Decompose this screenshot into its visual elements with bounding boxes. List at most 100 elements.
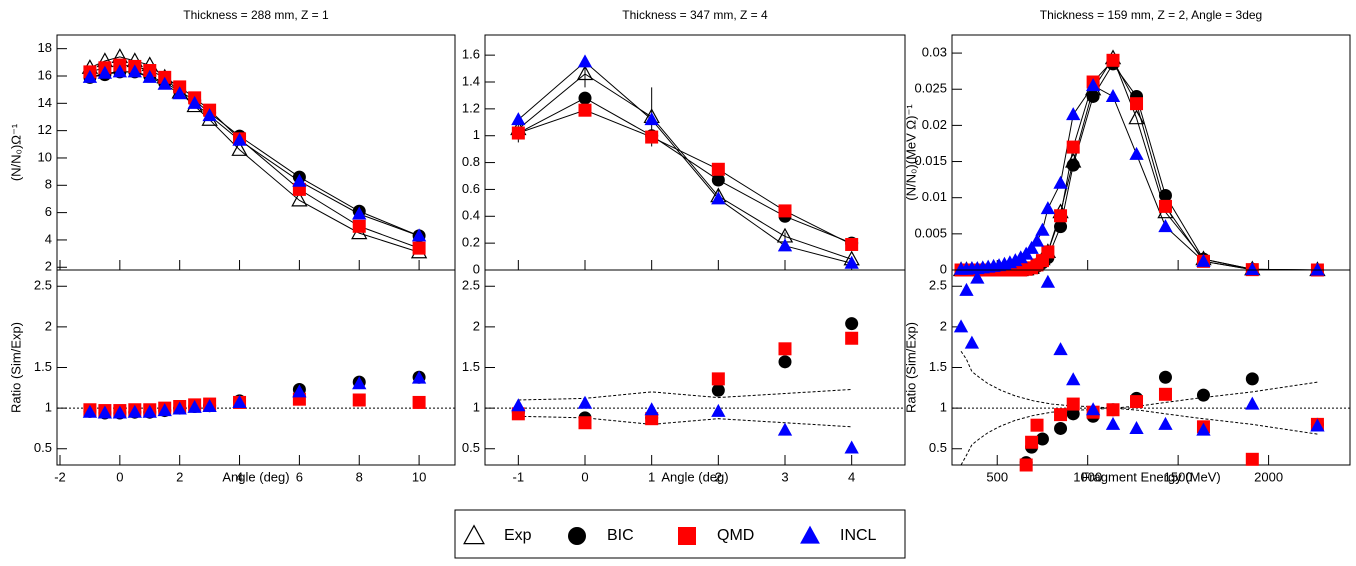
marker [1158, 189, 1172, 203]
plot-frame [951, 269, 1351, 466]
marker [292, 173, 307, 187]
marker [778, 355, 792, 369]
marker [1130, 395, 1144, 409]
marker [142, 69, 157, 83]
marker [845, 331, 859, 345]
marker [231, 141, 248, 156]
y-tick-label: 10 [38, 149, 52, 164]
x-tick-label: 1000 [1073, 469, 1102, 484]
marker [576, 65, 594, 81]
marker [1310, 262, 1325, 276]
marker [411, 370, 427, 384]
y-tick-label: 0.01 [922, 189, 947, 204]
marker [1245, 396, 1260, 410]
legend-marker [463, 524, 485, 545]
marker [777, 422, 793, 436]
marker [1040, 201, 1056, 215]
series-line [89, 71, 420, 237]
marker [202, 399, 217, 413]
plot-frame [484, 34, 906, 271]
series-line [961, 57, 1318, 271]
y-tick-label: 1.5 [34, 359, 52, 374]
marker [1054, 209, 1068, 223]
marker [1105, 416, 1121, 430]
y-tick-label: 2.5 [34, 278, 52, 293]
marker [232, 394, 247, 408]
marker [1054, 421, 1068, 435]
marker [1030, 418, 1044, 432]
marker [959, 282, 974, 296]
series-line [518, 109, 852, 245]
x-axis-label: Angle (deg) [222, 469, 289, 484]
y-tick-label: 0.2 [462, 235, 480, 250]
marker [711, 173, 725, 187]
marker [1035, 432, 1049, 446]
marker [172, 401, 187, 415]
x-axis-label: Angle (deg) [661, 469, 728, 484]
x-tick-label: 1 [648, 469, 655, 484]
y-tick-label: 18 [38, 40, 52, 55]
panel-title: Thickness = 159 mm, Z = 2, Angle = 3deg [1040, 8, 1262, 22]
marker [578, 91, 592, 105]
legend-label: INCL [840, 527, 877, 544]
y-tick-label: 0.025 [914, 81, 947, 96]
marker [1245, 452, 1259, 466]
marker [1196, 388, 1210, 402]
marker [1158, 416, 1173, 430]
y-axis-label: Ratio (Sim/Exp) [8, 322, 23, 413]
marker [291, 191, 308, 207]
marker [157, 76, 172, 90]
marker [97, 65, 113, 79]
y-axis-label: (N/N₀)Ω⁻¹ [8, 123, 23, 181]
plot-frame [951, 34, 1351, 271]
marker [970, 270, 985, 284]
plot-frame [484, 269, 906, 466]
marker [1245, 372, 1259, 386]
marker [127, 404, 142, 418]
marker [411, 228, 427, 242]
y-tick-label: 2 [45, 259, 52, 274]
marker [1106, 403, 1120, 417]
y-axis-label: Ratio (Sim/Exp) [903, 322, 918, 413]
marker [644, 112, 659, 126]
marker [1128, 109, 1145, 125]
series-line [89, 56, 420, 253]
marker [1158, 219, 1173, 233]
marker [232, 132, 247, 146]
x-tick-label: 2 [715, 469, 722, 484]
marker [1105, 88, 1121, 102]
marker [578, 103, 592, 117]
y-tick-label: 1.2 [462, 100, 480, 115]
uncertainty-band [518, 415, 852, 428]
marker [778, 342, 792, 356]
marker [1310, 418, 1325, 432]
x-axis-label: Fragment Energy (MeV) [1081, 469, 1220, 484]
y-tick-label: 0.4 [462, 208, 480, 223]
y-tick-label: 0.03 [922, 45, 947, 60]
marker [578, 416, 592, 430]
marker [845, 237, 859, 251]
marker [1086, 89, 1100, 103]
y-tick-label: 1 [940, 400, 947, 415]
y-tick-label: 12 [38, 122, 52, 137]
marker [577, 395, 593, 409]
marker [1066, 158, 1080, 172]
marker [97, 405, 113, 419]
marker [1066, 140, 1080, 154]
y-tick-label: 6 [45, 204, 52, 219]
x-tick-label: 0 [581, 469, 588, 484]
y-tick-label: 1 [45, 400, 52, 415]
x-tick-label: 1500 [1164, 469, 1193, 484]
marker [142, 404, 157, 418]
marker [1054, 408, 1068, 422]
marker [1066, 107, 1081, 121]
marker [953, 319, 969, 333]
y-tick-label: 1.4 [462, 73, 480, 88]
marker [777, 238, 793, 252]
marker [1158, 199, 1172, 213]
marker [127, 64, 142, 78]
marker [1085, 78, 1101, 92]
legend-label: Exp [504, 527, 532, 544]
series-line [89, 71, 420, 237]
